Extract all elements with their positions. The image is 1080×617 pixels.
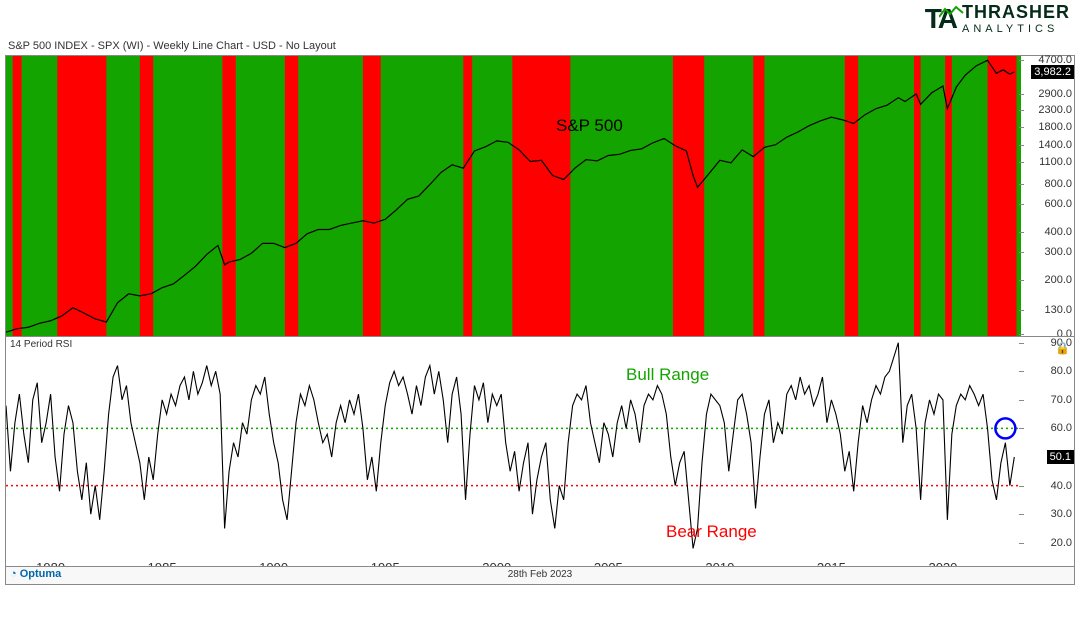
chart-title: S&P 500 INDEX - SPX (WI) - Weekly Line C… [8, 40, 336, 52]
brand-logo: TA THRASHER ANALYTICS [925, 2, 1070, 35]
chart-footer: Optuma 28th Feb 2023 [6, 566, 1074, 584]
price-badge: 3,982.2 [1031, 65, 1074, 79]
logo-sub: ANALYTICS [962, 23, 1070, 35]
price-yaxis: 0.0130.0200.0300.0400.0600.0800.01100.01… [1019, 56, 1074, 336]
rsi-plot[interactable] [6, 337, 1021, 556]
rsi-badge: 50.1 [1047, 450, 1074, 464]
bear-range-label: Bear Range [666, 522, 757, 542]
chart-area: 0.0130.0200.0300.0400.0600.0800.01100.01… [5, 55, 1075, 585]
optuma-logo: Optuma [10, 568, 61, 580]
rsi-yaxis: 20.030.040.050.160.070.080.090.0 [1019, 337, 1074, 556]
bull-range-label: Bull Range [626, 365, 709, 385]
price-plot[interactable] [6, 56, 1021, 336]
rsi-title: 14 Period RSI [10, 339, 72, 350]
lock-icon[interactable]: 🔒 [1055, 341, 1070, 355]
date-label: 28th Feb 2023 [508, 569, 573, 580]
logo-brand: THRASHER [962, 2, 1070, 23]
sp500-label: S&P 500 [556, 116, 623, 136]
rsi-panel: 14 Period RSI 🔒 20.030.040.050.160.070.0… [6, 336, 1074, 556]
price-panel: 0.0130.0200.0300.0400.0600.0800.01100.01… [6, 56, 1074, 336]
